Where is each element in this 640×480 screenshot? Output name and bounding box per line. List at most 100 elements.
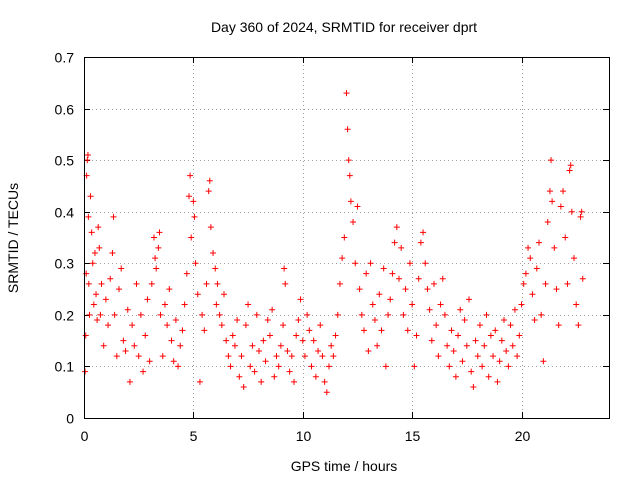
data-point <box>549 198 556 205</box>
data-point <box>516 332 523 339</box>
data-point <box>457 306 464 313</box>
data-point <box>135 353 142 360</box>
data-point <box>153 265 160 272</box>
axis-ticks: 0 0.1 0.2 0.3 0.4 0.5 0.6 0.7 0 5 10 15 20 <box>55 50 609 444</box>
data-point <box>562 234 569 241</box>
data-point <box>476 322 483 329</box>
data-point <box>156 229 163 236</box>
data-point <box>231 342 238 349</box>
data-point <box>319 353 326 360</box>
data-point <box>393 224 400 231</box>
y-tick-label: 0.1 <box>55 359 75 375</box>
data-point <box>334 311 341 318</box>
data-point <box>376 291 383 298</box>
data-point <box>358 311 365 318</box>
data-point <box>264 317 271 324</box>
data-point <box>361 327 367 334</box>
data-point <box>84 157 91 164</box>
data-point <box>210 249 217 256</box>
data-point <box>498 337 505 344</box>
y-tick-label: 0.2 <box>55 308 75 324</box>
data-point <box>501 317 507 324</box>
data-point <box>428 337 435 344</box>
data-point <box>391 239 398 246</box>
data-point <box>238 353 245 360</box>
data-point <box>262 358 269 365</box>
data-point <box>245 301 252 308</box>
data-point <box>191 213 198 220</box>
data-point <box>271 373 278 380</box>
data-point <box>86 311 93 318</box>
data-point <box>269 306 276 313</box>
data-point <box>326 363 332 370</box>
data-point <box>85 280 92 287</box>
data-point <box>199 311 206 318</box>
data-point <box>216 311 223 318</box>
y-tick-label: 0.4 <box>55 205 75 221</box>
data-point <box>194 291 201 298</box>
data-point <box>396 275 402 282</box>
data-point <box>140 368 147 375</box>
data-point <box>148 280 155 287</box>
data-point <box>249 342 256 349</box>
data-point <box>363 270 370 277</box>
data-point <box>330 353 337 360</box>
data-point <box>579 275 586 282</box>
data-point <box>439 275 446 282</box>
data-point <box>490 353 497 360</box>
y-tick-label: 0 <box>66 411 74 427</box>
data-point <box>293 332 300 339</box>
data-point <box>481 342 488 349</box>
data-point <box>97 311 104 318</box>
data-point <box>133 280 140 287</box>
data-point <box>511 306 518 313</box>
data-point <box>90 301 97 308</box>
data-point <box>196 378 203 385</box>
data-point <box>175 363 182 370</box>
data-point <box>129 322 136 329</box>
y-tick-label: 0.5 <box>55 153 75 169</box>
data-point <box>398 244 405 251</box>
data-point <box>321 378 328 385</box>
data-point <box>387 296 394 303</box>
data-point <box>110 213 117 220</box>
data-point <box>346 172 353 179</box>
data-point <box>544 219 551 226</box>
data-point <box>152 255 159 262</box>
data-point <box>374 342 381 349</box>
data-point <box>88 229 95 236</box>
data-point <box>406 260 413 267</box>
data-point <box>409 301 416 308</box>
data-point <box>85 213 92 220</box>
data-point <box>378 327 385 334</box>
x-tick-label: 15 <box>405 428 421 444</box>
data-point <box>120 337 127 344</box>
data-point <box>577 213 584 220</box>
data-point <box>192 260 199 267</box>
data-point <box>116 286 122 293</box>
data-point <box>124 306 131 313</box>
data-point <box>461 317 468 324</box>
data-point <box>277 342 284 349</box>
data-point <box>344 126 351 133</box>
data-point <box>450 347 457 354</box>
data-point <box>223 337 230 344</box>
data-point <box>380 265 387 272</box>
data-point <box>571 255 577 262</box>
data-point <box>181 301 188 308</box>
data-point <box>426 306 433 313</box>
data-point <box>100 342 107 349</box>
data-point <box>172 317 179 324</box>
data-point <box>328 342 335 349</box>
data-point <box>280 322 287 329</box>
data-point <box>518 301 525 308</box>
chart-title: Day 360 of 2024, SRMTID for receiver dpr… <box>211 19 477 35</box>
data-point <box>564 280 571 287</box>
data-point <box>177 342 184 349</box>
data-point <box>400 311 407 318</box>
data-point <box>389 270 396 277</box>
data-point <box>553 286 560 293</box>
data-point <box>242 322 249 329</box>
data-point <box>98 280 105 287</box>
